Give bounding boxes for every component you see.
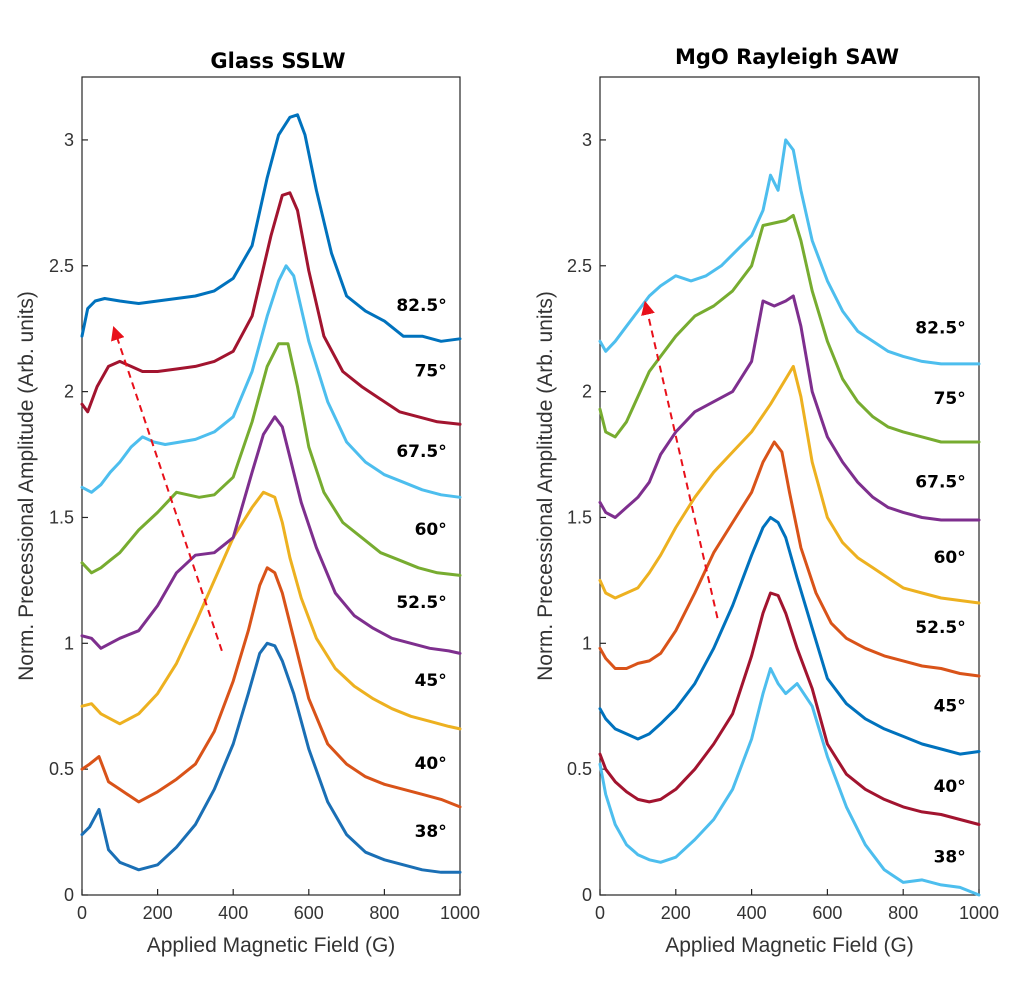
plot-frame (599, 76, 980, 896)
x-tick-label: 200 (661, 903, 691, 923)
angle-label: 45° (415, 671, 447, 691)
angle-label: 52.5° (915, 618, 965, 638)
series-line (598, 667, 981, 897)
angle-labels: 82.5° 75° 67.5° 60° 52.5° 45° 40° 38° (396, 296, 446, 842)
y-tick-label: 1 (64, 633, 74, 653)
x-axis-label: Applied Magnetic Field (G) (147, 934, 396, 957)
angle-label: 60° (415, 520, 447, 540)
x-tick-label: 800 (369, 903, 399, 923)
series-line (80, 641, 462, 874)
angle-labels: 82.5° 75° 67.5° 60° 52.5° 45° 40° 38° (915, 319, 965, 868)
angle-label: 38° (934, 847, 966, 867)
y-tick-label: 1.5 (567, 507, 592, 527)
x-tick-label: 600 (294, 903, 324, 923)
series-line (80, 415, 462, 655)
y-tick-label: 2.5 (49, 256, 74, 276)
series-line (598, 591, 981, 826)
angle-label: 38° (415, 822, 447, 842)
series-line (80, 490, 462, 731)
series-lines (598, 138, 981, 897)
x-tick-label: 200 (143, 903, 173, 923)
series-line (598, 213, 981, 444)
chart-title: Glass SSLW (210, 49, 345, 73)
plot-frame (81, 76, 461, 896)
y-axis-label: Norm. Precessional Amplitude (Arb. units… (534, 291, 557, 681)
series-line (598, 364, 981, 605)
angle-label: 40° (415, 754, 447, 774)
y-tick-label: 3 (64, 130, 74, 150)
chart-title: MgO Rayleigh SAW (675, 45, 899, 69)
series-line (80, 191, 462, 426)
axis-ticks: 0 200 400 600 800 1000 0 0.5 1 1.5 2 2.5 3 (567, 130, 999, 923)
y-tick-label: 1 (582, 633, 592, 653)
angle-label: 67.5° (396, 442, 446, 462)
y-tick-label: 2 (64, 382, 74, 402)
angle-label: 82.5° (915, 319, 965, 339)
series-line (598, 138, 981, 366)
x-tick-label: 0 (77, 903, 87, 923)
mgo-rayleigh-saw-panel: MgO Rayleigh SAW Applied Magnetic Field … (534, 45, 999, 957)
x-tick-label: 600 (812, 903, 842, 923)
x-tick-label: 0 (595, 903, 605, 923)
angle-label: 52.5° (396, 593, 446, 613)
angle-label: 40° (934, 777, 966, 797)
angle-label: 60° (934, 548, 966, 568)
y-axis-label: Norm. Precessional Amplitude (Arb. units… (15, 291, 38, 681)
series-line (598, 294, 981, 522)
y-tick-label: 0.5 (49, 759, 74, 779)
series-line (80, 113, 462, 343)
y-tick-label: 1.5 (49, 507, 74, 527)
glass-sslw-panel: Glass SSLW Applied Magnetic Field (G) No… (15, 49, 480, 957)
x-tick-label: 1000 (440, 903, 480, 923)
trend-arrow (641, 300, 719, 619)
y-tick-label: 0.5 (567, 759, 592, 779)
axis-ticks: 0 200 400 600 800 1000 0 0.5 1 1.5 2 2.5 3 (49, 130, 480, 923)
series-line (80, 342, 462, 577)
series-lines (80, 113, 462, 874)
y-tick-label: 3 (582, 130, 592, 150)
angle-label: 67.5° (915, 472, 965, 492)
y-tick-label: 2 (582, 382, 592, 402)
y-tick-label: 0 (64, 885, 74, 905)
angle-label: 45° (934, 696, 966, 716)
x-tick-label: 1000 (959, 903, 999, 923)
x-axis-label: Applied Magnetic Field (G) (665, 934, 914, 957)
y-tick-label: 0 (582, 885, 592, 905)
series-line (598, 516, 981, 756)
x-tick-label: 800 (888, 903, 918, 923)
series-line (80, 566, 462, 809)
angle-label: 82.5° (396, 296, 446, 316)
series-line (80, 264, 462, 499)
trend-arrow (111, 326, 223, 652)
x-tick-label: 400 (218, 903, 248, 923)
x-tick-label: 400 (737, 903, 767, 923)
angle-label: 75° (934, 389, 966, 409)
y-tick-label: 2.5 (567, 256, 592, 276)
series-line (598, 440, 981, 678)
angle-label: 75° (415, 362, 447, 382)
